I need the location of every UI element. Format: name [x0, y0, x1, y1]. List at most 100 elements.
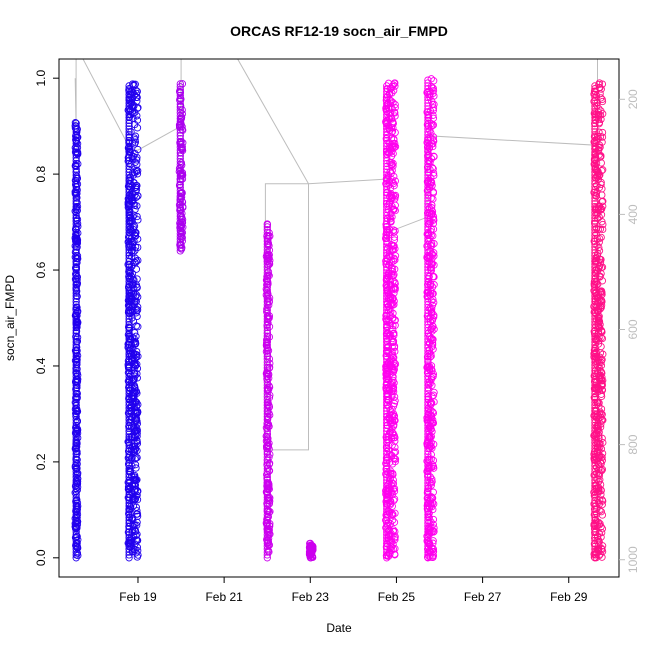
data-point: [125, 185, 133, 194]
data-point: [263, 303, 271, 312]
data-point: [383, 162, 391, 171]
data-point: [125, 122, 133, 130]
data-point: [391, 109, 399, 117]
data-point: [125, 401, 133, 409]
data-point: [72, 200, 80, 208]
data-point: [263, 516, 271, 525]
data-point: [263, 375, 271, 384]
data-point: [424, 246, 432, 254]
data-point: [133, 275, 141, 283]
data-point: [591, 349, 599, 358]
data-point: [263, 277, 271, 286]
data-point: [125, 407, 133, 415]
data-point: [130, 276, 138, 284]
data-point: [591, 131, 599, 139]
data-point: [424, 298, 432, 306]
data-point: [391, 545, 399, 553]
data-point: [72, 280, 80, 289]
data-point: [134, 256, 142, 265]
data-point: [383, 286, 391, 294]
data-point: [383, 536, 391, 545]
data-point: [263, 482, 271, 490]
data-point: [591, 421, 599, 430]
data-point: [263, 315, 271, 323]
data-point: [383, 413, 391, 421]
data-point: [129, 114, 137, 123]
data-point: [390, 495, 399, 503]
data-point: [599, 202, 607, 210]
data-point: [391, 265, 399, 273]
data-point: [125, 338, 133, 346]
data-point: [424, 387, 432, 395]
data-point: [591, 539, 599, 548]
data-point: [383, 171, 391, 179]
data-point: [424, 283, 432, 291]
data-point: [424, 237, 432, 245]
data-point: [424, 505, 432, 513]
data-point: [263, 464, 271, 473]
data-point: [263, 493, 271, 502]
data-point: [383, 473, 391, 481]
data-point: [72, 407, 80, 415]
data-point: [72, 214, 80, 222]
data-point: [599, 438, 607, 447]
data-point: [125, 413, 133, 421]
data-point: [125, 496, 133, 504]
data-point: [125, 531, 133, 539]
data-point: [383, 275, 391, 283]
data-point: [424, 211, 432, 220]
data-point: [263, 430, 271, 438]
data-point: [125, 148, 133, 156]
data-point: [386, 498, 394, 506]
data-point: [383, 145, 391, 153]
data-point: [591, 191, 599, 199]
data-point: [72, 136, 80, 145]
data-point: [263, 251, 271, 260]
data-point: [424, 134, 432, 142]
data-point: [125, 410, 133, 418]
data-point: [383, 283, 391, 291]
data-point: [383, 200, 391, 208]
data-point: [383, 427, 391, 435]
data-point: [590, 138, 598, 146]
data-point: [263, 260, 271, 268]
data-point: [598, 128, 607, 137]
data-point: [72, 205, 80, 214]
data-point: [263, 298, 271, 306]
series-4: [382, 75, 438, 562]
data-point: [72, 257, 80, 266]
data-point: [263, 548, 271, 556]
data-point: [591, 214, 599, 222]
data-point: [125, 142, 133, 150]
data-point: [125, 476, 133, 484]
data-point: [383, 226, 391, 234]
data-point: [424, 470, 432, 479]
data-point: [383, 142, 391, 150]
data-point: [591, 318, 599, 326]
data-point: [72, 329, 80, 337]
data-point: [424, 263, 432, 271]
data-point: [424, 554, 432, 562]
data-point: [125, 260, 133, 268]
data-point: [72, 395, 80, 404]
data-point: [383, 361, 391, 369]
data-point: [383, 439, 391, 447]
data-point: [591, 487, 599, 496]
data-point: [591, 326, 599, 335]
data-point: [72, 401, 80, 409]
data-point: [591, 513, 599, 522]
data-point: [72, 341, 80, 349]
data-point: [591, 410, 599, 418]
data-point: [591, 174, 599, 182]
data-point: [391, 278, 399, 286]
data-point: [125, 211, 133, 220]
data-point: [591, 254, 599, 263]
data-point: [424, 231, 432, 240]
data-point: [391, 286, 399, 294]
data-point: [72, 131, 80, 139]
data-point: [72, 188, 80, 196]
data-point: [72, 237, 80, 245]
data-point: [383, 159, 391, 168]
data-point: [429, 121, 438, 129]
data-point: [383, 459, 391, 467]
